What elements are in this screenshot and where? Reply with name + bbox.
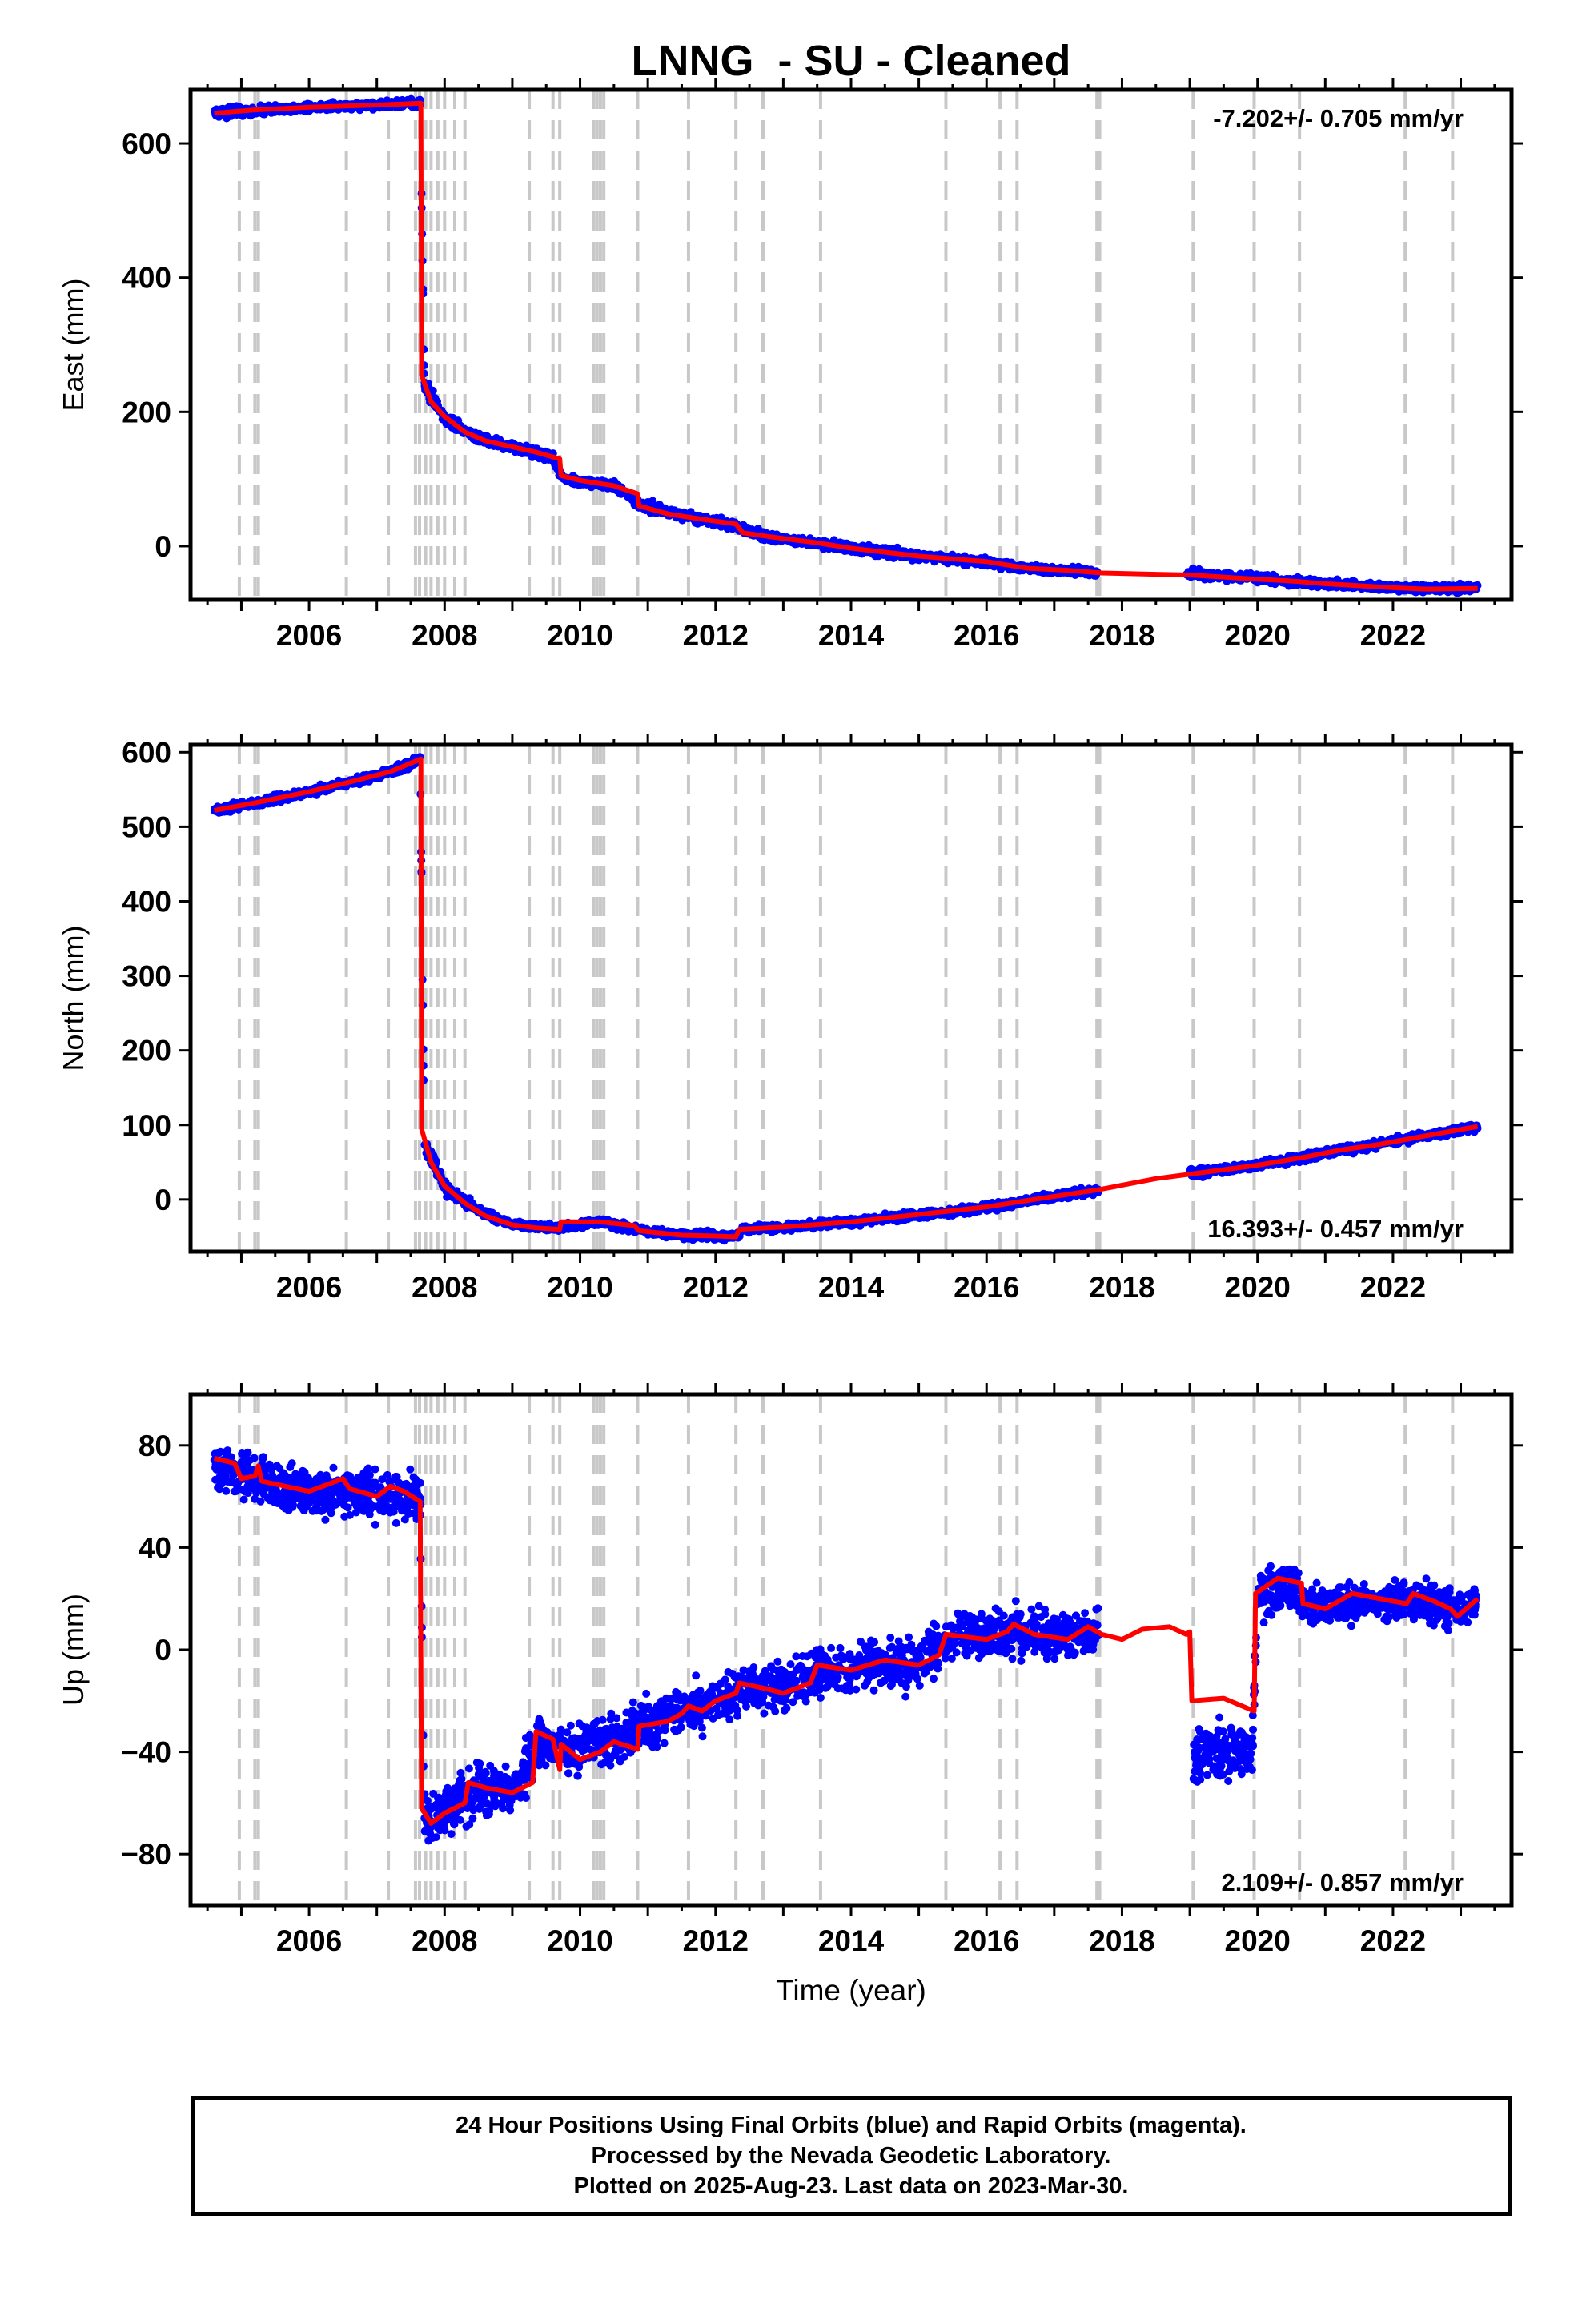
rate-label: -7.202+/- 0.705 mm/yr <box>1213 104 1464 132</box>
x-tick-label: 2006 <box>276 619 342 652</box>
y-axis-label: East (mm) <box>57 279 90 412</box>
x-tick-label: 2018 <box>1089 619 1154 652</box>
data-points <box>211 753 1482 1245</box>
y-ticks <box>179 142 1523 548</box>
y-tick-label: 200 <box>122 396 171 428</box>
panels: 2006 2008 2010 2012 2014 2016 2018 2020 2022 0 200… <box>57 78 1523 1957</box>
data-point <box>997 565 1005 573</box>
x-tick-label: 2022 <box>1360 619 1426 652</box>
data-points <box>210 94 1482 597</box>
data-point <box>578 1224 587 1232</box>
data-point <box>717 522 725 531</box>
x-tick-label: 2008 <box>412 619 477 652</box>
data-point <box>1189 564 1197 573</box>
x-ticks <box>206 78 1496 611</box>
x-tick-label: 2016 <box>954 619 1019 652</box>
x-tick-label: 2020 <box>1225 619 1291 652</box>
step-lines <box>237 745 1455 1252</box>
x-tick-label: 2014 <box>818 619 885 652</box>
panel-2: 2006 2008 2010 2012 2014 2016 2018 2020 20220100… <box>57 734 1523 1304</box>
data-point <box>260 110 269 119</box>
chart-title: LNNG - SU - Cleaned <box>631 37 1070 85</box>
x-tick-label: 2012 <box>683 619 749 652</box>
panel-1: 2006 2008 2010 2012 2014 2016 2018 2020 2022 0 200… <box>57 78 1523 652</box>
y-tick-label: 600 <box>122 127 171 160</box>
data-point <box>648 497 657 505</box>
y-tick-label: 400 <box>122 262 171 295</box>
x-tick-label: 2010 <box>547 619 612 652</box>
model-line <box>214 100 1478 592</box>
y-tick-label: 0 <box>155 530 171 563</box>
data-point <box>232 102 241 111</box>
